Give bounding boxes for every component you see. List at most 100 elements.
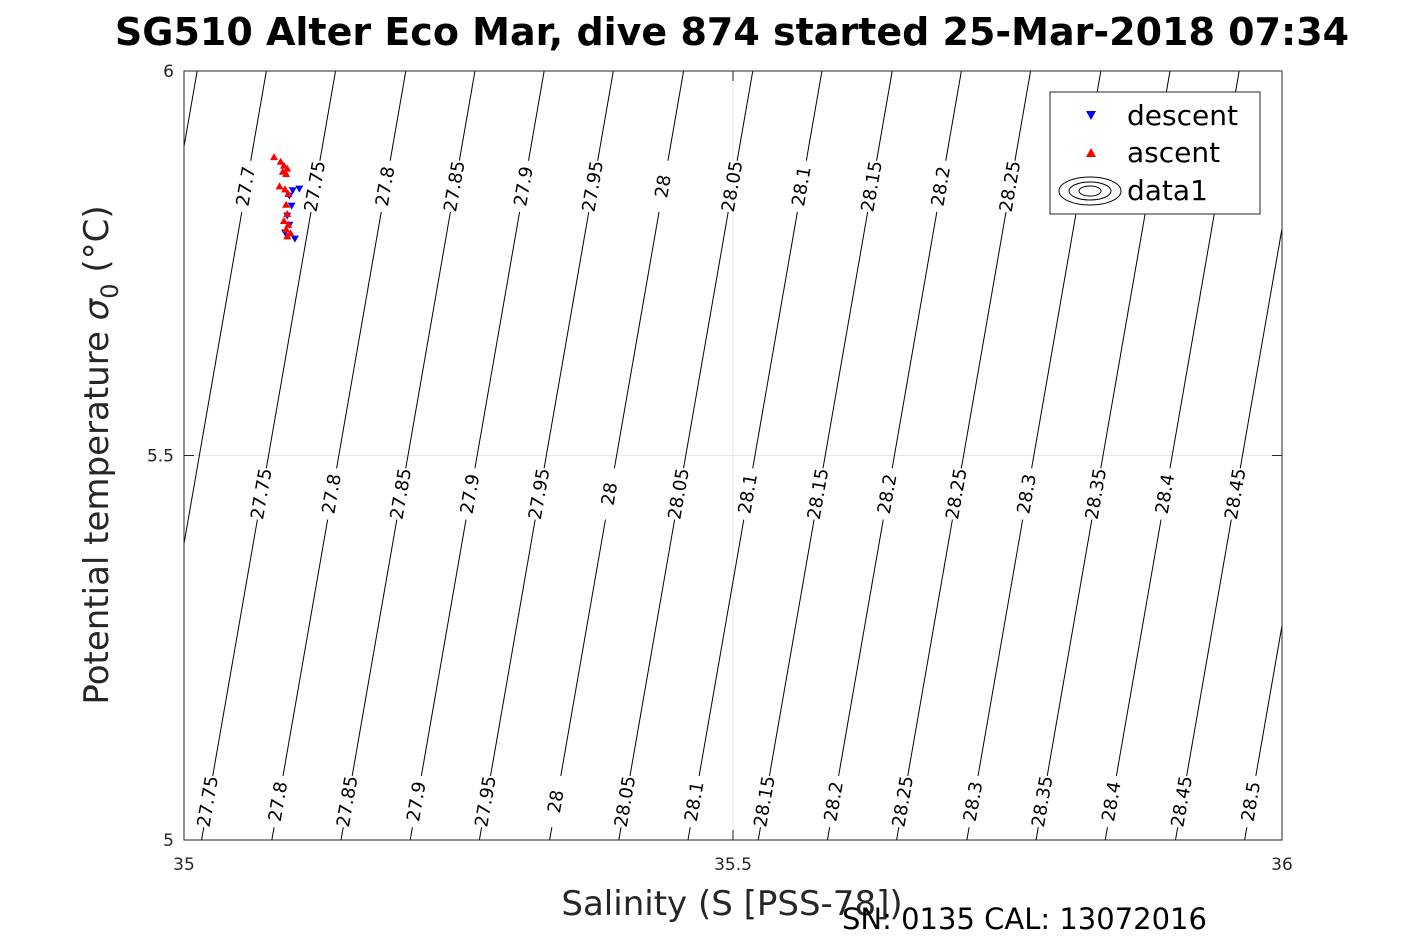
descent-point [295,185,304,193]
ascent-point [270,153,279,161]
legend-box [1049,91,1261,215]
ascent-point [284,190,293,198]
descent-point [288,187,297,195]
isopycnal-line [757,827,761,840]
isopycnal-line [768,519,815,777]
isopycnal-line [336,211,382,469]
x-axis-title: Salinity (S [PSS-78]) [561,884,902,924]
isopycnal-line [458,71,476,161]
isopycnal-line [1031,211,1077,469]
isopycnal-line [265,211,312,469]
isopycnal-line [184,211,243,547]
isopycnal-line [543,211,590,469]
isopycnal-line [698,519,745,777]
legend-descent-marker [1086,111,1096,120]
isopycnal-line [826,827,831,840]
chart-title: SG510 Alter Eco Mar, dive 874 started 25… [115,10,1349,54]
ascent-point [275,182,284,190]
x-tick-label: 35.5 [714,855,752,875]
legend-ascent-marker [1086,148,1096,157]
isopycnal-line [1239,225,1282,469]
isopycnal-line [250,71,267,161]
y-tick-label: 6 [163,62,174,82]
serial-calibration-footer: SN: 0135 CAL: 13072016 [842,902,1207,936]
isopycnal-line [271,827,275,840]
isopycnal-line [549,827,553,840]
isopycnal-line [876,71,893,161]
contour-label: 28 [598,481,623,507]
isopycnal-line [805,71,823,161]
isopycnal-line [389,71,407,161]
isopycnal-line [891,211,938,469]
ascent-point [283,164,292,172]
isopycnal-line [613,211,660,469]
isopycnal-line [405,211,451,469]
isopycnal-line [351,519,398,777]
ascent-point [276,157,285,165]
isopycnal-line [319,71,337,161]
x-tick-label: 35 [173,855,195,875]
isopycnal-line [490,519,536,777]
isopycnal-line [1186,519,1232,777]
y-tick-label: 5.5 [147,447,174,467]
isopycnal-line [1014,71,1032,161]
ascent-point [279,161,288,169]
isopycnal-line [966,827,970,840]
ascent-point [281,185,290,193]
isopycnal-line [420,519,467,777]
ascent-series [270,153,295,240]
x-tick-label: 36 [1271,855,1293,875]
isopycnal-line [822,211,869,469]
y-axis-title-main: Potential temperature [77,320,117,704]
isopycnal-line [528,71,545,161]
isopycnal-line [752,211,798,469]
legend-contour-ring-outer [1058,176,1122,206]
isopycnal-line [1255,622,1282,777]
isopycnal-line [977,519,1024,777]
isopycnal-line [560,519,606,777]
isopycnal-line [201,827,205,840]
y-tick-label: 5 [163,831,174,851]
isopycnal-line [1100,211,1146,469]
isopycnal-line [474,211,521,469]
ascent-point [282,225,291,233]
isopycnal-line [687,827,691,840]
isopycnal-line [340,827,344,840]
ascent-point [282,170,291,178]
contour-label: 28 [544,788,569,814]
contour-label: 28 [651,173,676,199]
legend-contour-ring-middle [1068,181,1112,201]
ascent-point [279,216,288,224]
isopycnal-line [1115,519,1162,777]
isopycnal-line [212,519,258,777]
isopycnal-line [683,211,729,469]
descent-point [290,235,299,243]
isopycnal-line [907,519,953,777]
isopycnal-line [597,71,614,161]
isopycnal-line [945,71,962,161]
isopycnal-line [1046,519,1093,777]
isopycnal-line [736,71,754,161]
isopycnal-line [409,827,413,840]
legend: descent ascent data1 [1049,91,1261,215]
y-axis-title: Potential temperature σ0 (°C) [77,205,124,704]
isopycnal-line [282,519,329,777]
legend-descent-label: descent [1127,99,1238,132]
y-axis-title-symbol: σ [77,297,117,320]
legend-contour-icon [1058,176,1122,206]
legend-data1-label: data1 [1127,174,1208,207]
legend-contour-ring-inner [1078,185,1102,197]
legend-ascent-label: ascent [1127,136,1220,169]
isopycnal-line [1244,827,1248,840]
isopycnal-line [667,71,685,161]
axes-labels: Salinity (S [PSS-78]) Potential temperat… [77,205,903,924]
y-axis-title-subscript: 0 [96,283,124,298]
isopycnal-line [1175,827,1179,840]
isopycnal-line [629,519,676,777]
ascent-point [283,210,292,218]
isopycnal-line [1035,827,1039,840]
descent-point [287,202,296,210]
isopycnal-line [1104,827,1108,840]
ascent-point [283,232,292,240]
